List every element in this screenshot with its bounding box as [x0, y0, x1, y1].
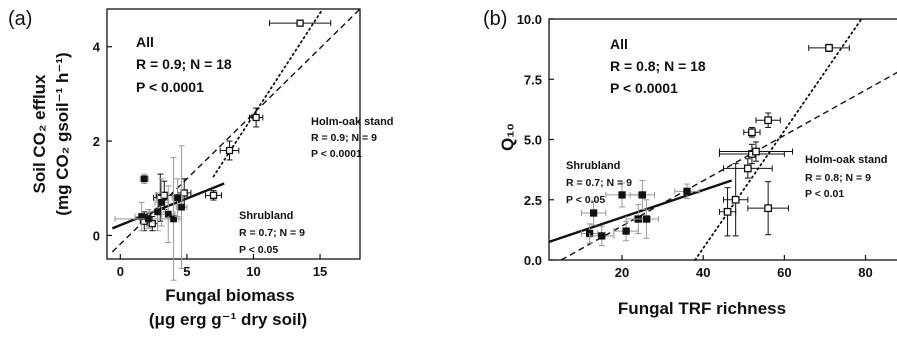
panel-b-point-open — [723, 163, 749, 237]
panel-b-y-tick-label: 0.0 — [524, 253, 542, 268]
panel-a-data-points — [114, 19, 332, 281]
panel-b-x-tick-label: 80 — [858, 265, 872, 280]
panel-b-all-p: P < 0.0001 — [610, 80, 678, 96]
panel-b-point-open — [723, 158, 773, 179]
panel-a-x-tick-label: 15 — [313, 264, 327, 279]
panel-a-point-open — [219, 140, 240, 161]
panel-a-y-axis-title: Soil CO₂ efflux — [30, 74, 49, 194]
panel-a-fit-dotted — [212, 8, 324, 178]
panel-b-point-open — [743, 126, 761, 138]
panel-b-group2-name: Shrubland — [566, 160, 620, 172]
panel-a-group1-r: R = 0.9; N = 9 — [311, 132, 377, 144]
panel-a-point-filled — [167, 157, 180, 281]
panel-a-all-r: R = 0.9; N = 18 — [136, 56, 232, 72]
panel-a-letter: (a) — [8, 8, 32, 30]
panel-b-group1-r: R = 0.8; N = 9 — [805, 172, 871, 184]
panel-a-point-filled — [171, 178, 184, 218]
panel-a-y-axis-unit: (mg CO₂ gsoil⁻¹ h⁻¹) — [53, 52, 72, 215]
panel-b-y-axis-title: Q₁₀ — [498, 123, 517, 151]
panel-a-point-filled — [154, 178, 169, 227]
panel-b-x-axis-title: Fungal TRF richness — [618, 299, 786, 318]
panel-b-y-tick-label: 5.0 — [524, 133, 542, 148]
panel-a-point-filled — [161, 185, 176, 243]
panel-b-group2-r: R = 0.7; N = 9 — [566, 177, 632, 189]
panel-b-point-open — [718, 143, 785, 165]
panel-a-point-filled — [139, 173, 149, 185]
panel-a-all-title: All — [136, 34, 154, 50]
panel-a-fit-dashed — [111, 8, 361, 253]
panel-b-x-tick-label: 20 — [615, 265, 629, 280]
panel-a-point-open — [248, 107, 264, 128]
panel-b-point-open — [747, 181, 789, 236]
panel-b-y-tick-label: 10.0 — [517, 12, 542, 27]
panel-a-y-tick-label: 2 — [93, 134, 100, 149]
panel-b-all-title: All — [610, 36, 628, 52]
panel-a-y-tick-label: 0 — [93, 228, 100, 243]
panel-a-group2-p: P < 0.05 — [239, 244, 278, 256]
panel-a-frame — [106, 8, 361, 260]
panel-b-letter: (b) — [483, 8, 507, 30]
panel-b-fit-solid — [548, 179, 732, 244]
panel-b-group1-p: P < 0.01 — [805, 188, 844, 200]
panel-b-y-tick-label: 2.5 — [524, 193, 542, 208]
panel-a-x-tick-label: 5 — [183, 264, 190, 279]
panel-a-ticks: 0 5 10 15 0 2 4 — [93, 40, 328, 279]
panel-b-point-filled — [613, 220, 639, 242]
panel-b-fit-lines — [548, 18, 897, 261]
panel-a-x-axis-title: Fungal biomass — [165, 286, 294, 305]
panel-b-fit-dotted — [694, 18, 863, 261]
panel-a-point-open — [177, 178, 192, 208]
panel-b-y-tick-label: 7.5 — [524, 72, 542, 87]
panel-a-point-filled — [175, 145, 188, 269]
panel-b-group2-p: P < 0.05 — [566, 194, 605, 206]
panel-b-point-open — [755, 112, 781, 128]
panel-a-point-filled — [149, 192, 167, 232]
panel-a-y-tick-label: 4 — [93, 40, 101, 55]
panel-b-group1-name: Holm-oak stand — [805, 154, 888, 166]
panel-a-x-tick-label: 0 — [117, 264, 124, 279]
panel-a: (a) 0 5 10 15 0 2 4 Fungal biomass (μg erg g⁻¹… — [8, 8, 394, 329]
panel-a-group1-name: Holm-oak stand — [311, 116, 394, 128]
panel-a-point-open — [268, 19, 332, 27]
panel-b-data-points — [580, 43, 850, 247]
panel-b-point-open — [808, 43, 850, 53]
panel-a-group2-r: R = 0.7; N = 9 — [239, 227, 305, 239]
panel-b-x-tick-label: 60 — [777, 265, 791, 280]
panel-b-point-open — [718, 141, 793, 162]
panel-a-group1-p: P < 0.0001 — [311, 148, 362, 160]
panel-b-fit-dashed — [560, 71, 897, 261]
panel-b-point-filled — [633, 199, 660, 239]
panel-b-x-tick-label: 40 — [696, 265, 710, 280]
panel-a-x-tick-label: 10 — [246, 264, 260, 279]
panel-b-point-filled — [589, 225, 615, 247]
panel-b-point-open — [718, 187, 737, 237]
panel-b-point-filled — [580, 200, 607, 226]
panel-a-group2-name: Shrubland — [239, 210, 293, 222]
panel-b: (b) 20 40 60 80 0.0 2.5 5.0 7.5 10.0 Fungal TRF … — [483, 8, 897, 318]
panel-a-point-open — [205, 190, 223, 201]
panel-b-all-r: R = 0.8; N = 18 — [610, 58, 706, 74]
panel-b-point-filled — [629, 179, 656, 210]
panel-b-ticks: 20 40 60 80 0.0 2.5 5.0 7.5 10.0 — [517, 12, 873, 280]
panel-b-point-filled — [674, 183, 700, 200]
panel-a-all-p: P < 0.0001 — [136, 79, 204, 95]
panel-a-x-axis-unit: (μg erg g⁻¹ dry soil) — [149, 310, 307, 329]
